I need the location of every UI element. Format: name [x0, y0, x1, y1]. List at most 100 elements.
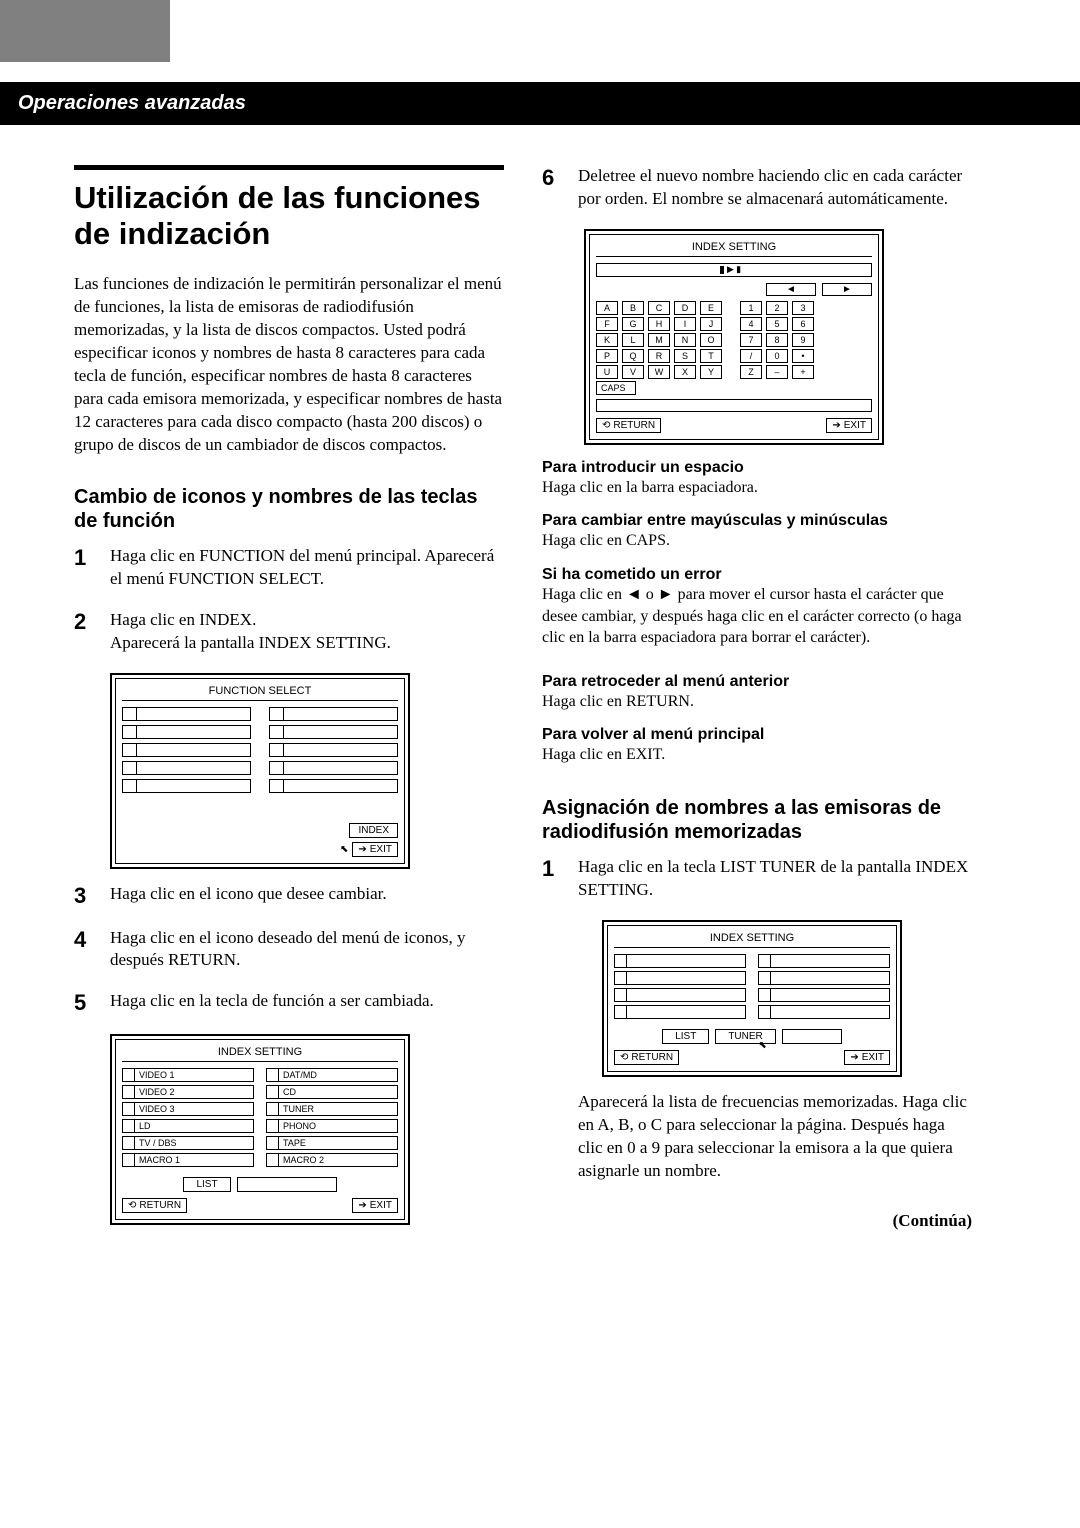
step-text: Aparecerá la pantalla INDEX SETTING. — [110, 633, 391, 652]
keyboard-key[interactable]: 2 — [766, 301, 788, 315]
keyboard-key[interactable]: 8 — [766, 333, 788, 347]
keyboard-key[interactable]: D — [674, 301, 696, 315]
exit-button[interactable]: ➔ EXIT — [826, 418, 872, 433]
cursor-icon: ⬉ — [340, 844, 348, 855]
keyboard-key[interactable]: – — [766, 365, 788, 379]
blank-grid — [122, 707, 398, 793]
keyboard-key[interactable]: I — [674, 317, 696, 331]
keyboard-key[interactable]: 5 — [766, 317, 788, 331]
keyboard-key[interactable]: 7 — [740, 333, 762, 347]
arrow-left-icon: ◄ — [626, 586, 642, 603]
step-number: 1 — [542, 856, 564, 902]
note-body: Haga clic en EXIT. — [542, 744, 972, 766]
keyboard-key[interactable]: T — [700, 349, 722, 363]
keyboard-key[interactable]: V — [622, 365, 644, 379]
keyboard-key[interactable]: R — [648, 349, 670, 363]
keyboard-key[interactable]: L — [622, 333, 644, 347]
cursor-icon: ⬉ — [758, 1040, 766, 1051]
function-select-diagram: FUNCTION SELECT INDEX ⬉ ➔ EXIT — [110, 673, 410, 869]
return-button[interactable]: ⟲ RETURN — [596, 418, 661, 433]
keyboard-key[interactable]: U — [596, 365, 618, 379]
keyboard-key[interactable]: O — [700, 333, 722, 347]
return-label: RETURN — [139, 1200, 181, 1211]
keyboard-key[interactable]: 3 — [792, 301, 814, 315]
exit-label: EXIT — [862, 1052, 884, 1063]
after-text: Aparecerá la lista de frecuencias memori… — [578, 1091, 972, 1183]
keyboard-key[interactable]: C — [648, 301, 670, 315]
arrow-right-button[interactable]: ► — [822, 283, 872, 296]
exit-button[interactable]: ➔ EXIT — [844, 1050, 890, 1065]
step-number: 6 — [542, 165, 564, 211]
exit-button[interactable]: ➔ EXIT — [352, 1198, 398, 1213]
tuner-button[interactable]: TUNER⬉ — [715, 1029, 775, 1044]
keyboard-key[interactable]: X — [674, 365, 696, 379]
keyboard-key[interactable]: Y — [700, 365, 722, 379]
sub-heading-1: Cambio de iconos y nombres de las teclas… — [74, 485, 504, 533]
step-4: 4 Haga clic en el icono deseado del menú… — [74, 927, 504, 973]
exit-button[interactable]: ➔ EXIT — [352, 842, 398, 857]
note-body: Haga clic en RETURN. — [542, 691, 972, 713]
step-3: 3 Haga clic en el icono que desee cambia… — [74, 883, 504, 909]
return-button[interactable]: ⟲ RETURN — [122, 1198, 187, 1213]
keyboard-key[interactable]: • — [792, 349, 814, 363]
list-button[interactable]: LIST — [662, 1029, 709, 1044]
keyboard-key[interactable]: / — [740, 349, 762, 363]
text-entry-bar: ▶ ▮ — [596, 263, 872, 277]
keyboard-key[interactable]: + — [792, 365, 814, 379]
blank-grid — [614, 954, 890, 1019]
keyboard-key[interactable]: 9 — [792, 333, 814, 347]
section-title: Operaciones avanzadas — [18, 92, 246, 114]
step-body: Haga clic en la tecla LIST TUNER de la p… — [578, 856, 972, 902]
slots-grid: VIDEO 1DAT/MDVIDEO 2CDVIDEO 3TUNERLDPHON… — [122, 1068, 398, 1167]
index-button[interactable]: INDEX — [349, 823, 398, 838]
keyboard-key[interactable]: A — [596, 301, 618, 315]
return-button[interactable]: ⟲ RETURN — [614, 1050, 679, 1065]
step-2: 2 Haga clic en INDEX. Aparecerá la panta… — [74, 609, 504, 655]
index-setting-keyboard-diagram: INDEX SETTING ▶ ▮ ◄ ► ABCDE 123 FGHIJ 456 KL… — [584, 229, 884, 445]
intro-paragraph: Las funciones de indización le permitirá… — [74, 273, 504, 457]
step-number: 1 — [74, 545, 96, 591]
keyboard-key[interactable]: E — [700, 301, 722, 315]
keyboard-key[interactable]: K — [596, 333, 618, 347]
diagram-title: INDEX SETTING — [614, 932, 890, 948]
step-body: Haga clic en FUNCTION del menú principal… — [110, 545, 504, 591]
keyboard-key[interactable]: Q — [622, 349, 644, 363]
step-1: 1 Haga clic en FUNCTION del menú princip… — [74, 545, 504, 591]
return-label: RETURN — [613, 420, 655, 431]
keyboard-key[interactable]: S — [674, 349, 696, 363]
keyboard-key[interactable]: G — [622, 317, 644, 331]
keyboard-key[interactable]: H — [648, 317, 670, 331]
step-number: 4 — [74, 927, 96, 973]
step-number: 3 — [74, 883, 96, 909]
diagram-title: INDEX SETTING — [596, 241, 872, 257]
section-header: Operaciones avanzadas — [0, 82, 1080, 125]
blank-box — [237, 1177, 337, 1192]
step-body: Haga clic en el icono que desee cambiar. — [110, 883, 504, 909]
keyboard-key[interactable]: 0 — [766, 349, 788, 363]
arrow-left-button[interactable]: ◄ — [766, 283, 816, 296]
keyboard-key[interactable]: M — [648, 333, 670, 347]
keyboard-key[interactable]: B — [622, 301, 644, 315]
note-text: o — [642, 586, 658, 603]
keyboard-key[interactable]: J — [700, 317, 722, 331]
spacebar[interactable] — [596, 399, 872, 412]
keyboard-key[interactable]: W — [648, 365, 670, 379]
return-label: RETURN — [631, 1052, 673, 1063]
keyboard-key[interactable]: F — [596, 317, 618, 331]
keyboard-grid: ABCDE 123 FGHIJ 456 KLMNO 789 PQRST / 0 • UVWXY Z–+… — [596, 301, 872, 395]
page-content: Utilización de las funciones de indizaci… — [0, 125, 1080, 1299]
keyboard-key[interactable]: N — [674, 333, 696, 347]
index-setting-slots-diagram: INDEX SETTING VIDEO 1DAT/MDVIDEO 2CDVIDE… — [110, 1034, 410, 1225]
list-button[interactable]: LIST — [183, 1177, 230, 1192]
keyboard-key[interactable]: 1 — [740, 301, 762, 315]
keyboard-key[interactable]: 4 — [740, 317, 762, 331]
keyboard-key[interactable]: 6 — [792, 317, 814, 331]
left-column: Utilización de las funciones de indizaci… — [74, 165, 504, 1239]
right-step-1: 1 Haga clic en la tecla LIST TUNER de la… — [542, 856, 972, 902]
caps-key[interactable]: CAPS — [596, 381, 636, 395]
keyboard-key[interactable]: P — [596, 349, 618, 363]
note-body: Haga clic en ◄ o ► para mover el cursor … — [542, 584, 972, 649]
keyboard-key[interactable]: Z — [740, 365, 762, 379]
note-heading: Para introducir un espacio — [542, 459, 972, 477]
note-text: Haga clic en — [542, 586, 626, 603]
